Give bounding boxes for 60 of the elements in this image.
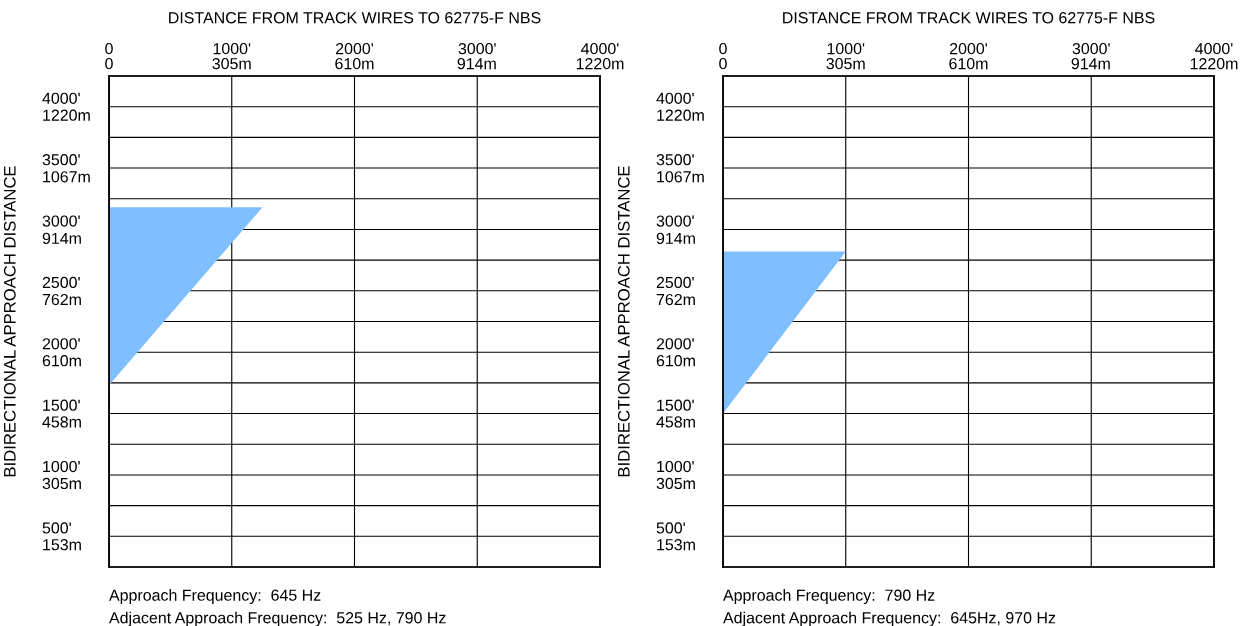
y2-tick-label: 610m: [42, 355, 81, 367]
y2-tick-label: 762m: [656, 293, 695, 306]
y-tick-label: 2500': [656, 276, 694, 289]
x-tick-label: 3000': [1072, 42, 1110, 55]
y2-tick-label: 1067m: [657, 171, 704, 183]
x2-tick-label: 1220m: [576, 57, 624, 70]
x-tick-label: 0: [719, 42, 727, 55]
chart-title: DISTANCE FROM TRACK WIRES TO 62775-F NBS: [783, 12, 1155, 24]
y-tick-label: 3000': [656, 215, 694, 227]
x2-tick-label: 914m: [457, 57, 496, 70]
x-tick-label: 4000': [581, 42, 619, 55]
x2-tick-label: 0: [105, 57, 113, 70]
y-tick-label: 1000': [657, 460, 694, 473]
x-tick-label: 2000': [950, 42, 987, 55]
y2-tick-label: 1067m: [43, 171, 90, 183]
y-tick-label: 3500': [656, 154, 694, 166]
y2-tick-label: 153m: [657, 538, 695, 551]
x2-tick-label: 0: [719, 57, 727, 70]
y-tick-label: 2000': [656, 338, 694, 350]
y2-tick-label: 458m: [42, 416, 81, 428]
y-axis-title: BIDIRECTIONAL APPROACH DISTANCE: [617, 166, 630, 477]
y2-tick-label: 1220m: [657, 109, 704, 121]
x2-tick-label: 305m: [826, 57, 865, 70]
y-tick-label: 1500': [657, 399, 694, 411]
y2-tick-label: 458m: [656, 416, 695, 428]
y2-tick-label: 305m: [656, 477, 695, 490]
x-tick-label: 0: [105, 42, 113, 55]
y2-tick-label: 305m: [42, 477, 81, 490]
x2-tick-label: 610m: [949, 57, 988, 70]
y-tick-label: 1000': [43, 460, 80, 473]
y-axis-title: BIDIRECTIONAL APPROACH DISTANCE: [3, 166, 16, 477]
x-tick-label: 2000': [336, 42, 373, 55]
x-tick-label: 4000': [1195, 42, 1233, 55]
y-tick-label: 2500': [42, 276, 80, 289]
x-tick-label: 1000': [213, 42, 251, 55]
text: Adjacent Approach Frequency: 645Hz, 970 Hz: [723, 611, 1056, 626]
y2-tick-label: 762m: [42, 293, 81, 306]
y-tick-label: 500': [656, 522, 685, 534]
y-tick-label: 4000': [656, 92, 694, 104]
y-tick-label: 3500': [42, 154, 80, 166]
y-tick-label: 500': [42, 522, 71, 534]
y-tick-label: 2000': [42, 338, 80, 350]
x2-tick-label: 305m: [212, 57, 251, 70]
y2-tick-label: 914m: [656, 232, 695, 245]
y2-tick-label: 153m: [43, 538, 81, 551]
y-tick-label: 3000': [42, 215, 80, 227]
y2-tick-label: 1220m: [43, 109, 90, 121]
chart-title: DISTANCE FROM TRACK WIRES TO 62775-F NBS: [169, 12, 541, 24]
y2-tick-label: 914m: [42, 232, 81, 245]
text: Approach Frequency: 790 Hz: [723, 589, 935, 604]
x2-tick-label: 1220m: [1190, 57, 1238, 70]
x2-tick-label: 610m: [335, 57, 374, 70]
text: Adjacent Approach Frequency: 525 Hz, 790 Hz: [109, 611, 446, 626]
x-tick-label: 1000': [827, 42, 865, 55]
x2-tick-label: 914m: [1071, 57, 1110, 70]
text: Approach Frequency: 645 Hz: [109, 589, 321, 604]
y2-tick-label: 610m: [656, 355, 695, 367]
y-tick-label: 1500': [43, 399, 80, 411]
x-tick-label: 3000': [458, 42, 496, 55]
y-tick-label: 4000': [42, 92, 80, 104]
